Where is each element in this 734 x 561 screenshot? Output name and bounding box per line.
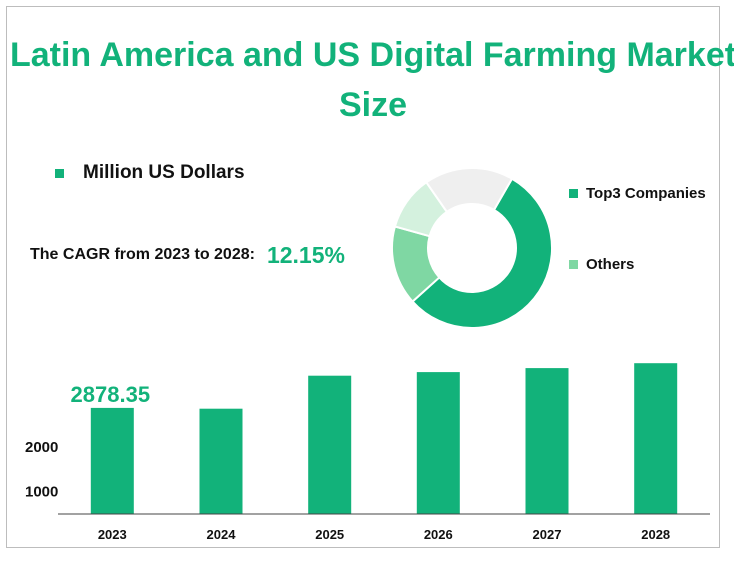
bar-2026 <box>416 372 460 514</box>
x-tick-label-2027: 2027 <box>533 527 562 542</box>
bar-2023 <box>90 407 134 514</box>
pie-legend-others-label: Others <box>586 256 635 273</box>
x-tick-label-2023: 2023 <box>98 527 127 542</box>
chart-title: Latin America and US Digital Farming Mar… <box>9 36 734 124</box>
unit-legend-label: Million US Dollars <box>83 162 245 183</box>
y-tick-label-2000: 2000 <box>25 439 58 456</box>
pie-legend-others: Others <box>569 256 634 273</box>
x-tick-label-2026: 2026 <box>424 527 453 542</box>
bar-annotation-value: 2878.35 <box>71 382 151 407</box>
cagr-label: The CAGR from 2023 to 2028: <box>30 246 255 263</box>
cagr-value: 12.15% <box>266 241 345 268</box>
x-tick-label-2024: 2024 <box>207 527 237 542</box>
donut-slice-4 <box>424 167 514 214</box>
unit-legend: Million US Dollars <box>55 160 245 186</box>
x-tick-label-2025: 2025 <box>315 527 344 542</box>
y-tick-label-1000: 1000 <box>25 484 58 501</box>
donut-slice-1 <box>411 177 553 329</box>
cagr-annotation: The CAGR from 2023 to 2028: 12.15% <box>30 240 345 270</box>
bar-2025 <box>308 375 352 514</box>
x-tick-label-2028: 2028 <box>641 527 670 542</box>
bar-2028 <box>634 363 678 514</box>
bar-2024 <box>199 408 243 514</box>
pie-legend-others-swatch <box>569 260 578 269</box>
bar-2027 <box>525 368 569 514</box>
pie-legend-top3-swatch <box>569 189 578 198</box>
unit-legend-swatch <box>55 168 64 178</box>
pie-legend-top3: Top3 Companies <box>569 185 706 202</box>
pie-legend-top3-label: Top3 Companies <box>586 185 706 202</box>
